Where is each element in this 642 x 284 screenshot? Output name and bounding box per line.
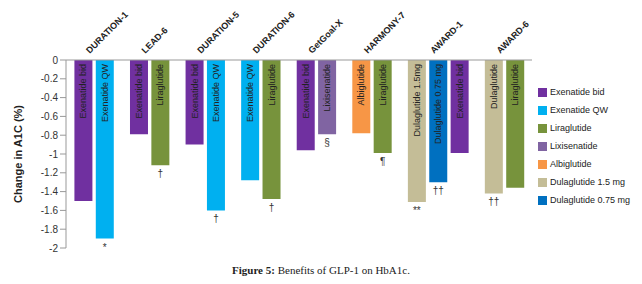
svg-text:Liraglutide: Liraglutide [155, 64, 165, 106]
svg-text:HARMONY-7: HARMONY-7 [362, 10, 407, 55]
svg-text:-0.8: -0.8 [41, 130, 59, 141]
svg-text:-1: -1 [49, 149, 58, 160]
svg-text:Dulaglutide 1.5mg: Dulaglutide 1.5mg [412, 64, 422, 137]
svg-text:Exenatide bid: Exenatide bid [134, 64, 144, 119]
svg-text:Exenatide bid: Exenatide bid [455, 64, 465, 119]
svg-text:Liraglutide: Liraglutide [510, 64, 520, 106]
svg-text:GetGoal-X: GetGoal-X [306, 17, 344, 55]
svg-text:†: † [269, 202, 275, 213]
svg-text:Change in A1C (%): Change in A1C (%) [12, 105, 24, 203]
svg-text:Liraglutide: Liraglutide [267, 64, 277, 106]
svg-text:Exenatide bid: Exenatide bid [78, 64, 88, 119]
svg-text:†: † [213, 213, 219, 224]
html-text:Exenatide bid: Exenatide bid [550, 87, 605, 97]
svg-text:††: †† [488, 196, 499, 207]
svg-text:¶: ¶ [380, 156, 385, 167]
svg-text:Exenatide bid: Exenatide bid [190, 64, 200, 119]
svg-text:-1.4: -1.4 [41, 186, 59, 197]
html-text:Dulaglutide 1.5 mg: Dulaglutide 1.5 mg [550, 177, 625, 187]
svg-text:Albiglutide: Albiglutide [356, 64, 366, 106]
svg-text:AWARD-6: AWARD-6 [495, 19, 531, 55]
svg-text:-1.8: -1.8 [41, 224, 59, 235]
svg-text:††: †† [433, 185, 444, 196]
svg-text:*: * [103, 242, 107, 253]
html-text:Figure 5: Benefits of GLP-1 on: Figure 5: Benefits of GLP-1 on HbA1c. [232, 264, 410, 276]
svg-text:§: § [324, 137, 330, 148]
svg-text:AWARD-1: AWARD-1 [428, 19, 464, 55]
svg-text:Dulaglutide 0.75 mg: Dulaglutide 0.75 mg [433, 64, 443, 144]
svg-text:DURATION-1: DURATION-1 [84, 10, 130, 56]
svg-text:Liraglutide: Liraglutide [378, 64, 388, 106]
svg-text:Dulaglutide: Dulaglutide [489, 64, 499, 109]
svg-text:Exenatide QW: Exenatide QW [245, 64, 255, 123]
svg-text:Exenatide QW: Exenatide QW [211, 64, 221, 123]
svg-text:-1.2: -1.2 [41, 167, 59, 178]
svg-text:-0.4: -0.4 [41, 92, 59, 103]
svg-text:†: † [158, 168, 164, 179]
svg-text:0: 0 [52, 55, 58, 66]
svg-text:-2: -2 [49, 243, 58, 254]
html-text:Albiglutide: Albiglutide [550, 159, 592, 169]
svg-text:LEAD-6: LEAD-6 [140, 25, 170, 55]
html-text:Liraglutide: Liraglutide [550, 123, 592, 133]
html-text:Exenatide QW: Exenatide QW [550, 105, 608, 115]
svg-text:DURATION-6: DURATION-6 [251, 10, 297, 56]
svg-text:-0.2: -0.2 [41, 73, 59, 84]
html-text:Dulaglutide 0.75 mg: Dulaglutide 0.75 mg [550, 195, 631, 205]
svg-text:**: ** [413, 205, 421, 216]
svg-text:DURATION-5: DURATION-5 [195, 10, 241, 56]
svg-text:Exenatide QW: Exenatide QW [100, 64, 110, 123]
html-text:Lixisenatide: Lixisenatide [550, 141, 598, 151]
svg-text:Lixisenatide: Lixisenatide [322, 64, 332, 112]
svg-text:-1.6: -1.6 [41, 205, 59, 216]
svg-text:Exenatide bid: Exenatide bid [301, 64, 311, 119]
svg-text:-0.6: -0.6 [41, 111, 59, 122]
